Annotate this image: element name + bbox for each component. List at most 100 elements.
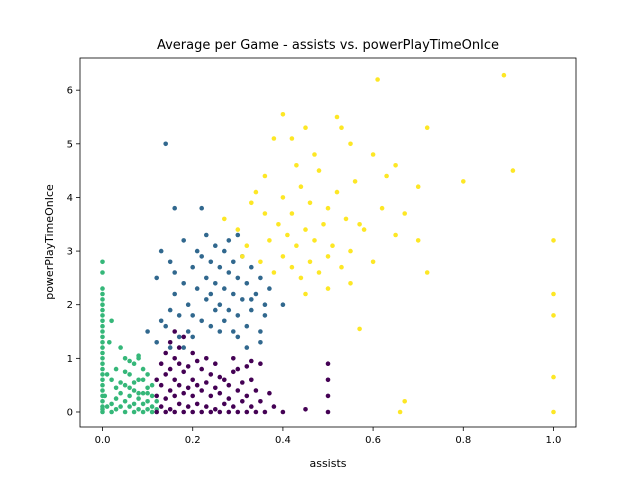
scatter-point	[361, 227, 367, 232]
scatter-point	[402, 399, 408, 404]
scatter-point	[424, 125, 430, 130]
scatter-point	[194, 248, 200, 254]
scatter-point	[253, 291, 259, 297]
scatter-point	[235, 232, 241, 238]
scatter-point	[204, 275, 209, 281]
scatter-point	[258, 329, 263, 334]
scatter-point	[208, 372, 214, 377]
scatter-point	[167, 340, 173, 345]
scatter-point	[258, 259, 263, 265]
scatter-point	[167, 307, 173, 313]
scatter-point	[213, 243, 218, 248]
scatter-point	[244, 323, 250, 329]
scatter-point	[140, 366, 146, 372]
scatter-point	[194, 382, 200, 388]
scatter-point	[131, 388, 137, 393]
scatter-point	[190, 409, 195, 415]
scatter-point	[204, 297, 209, 302]
scatter-point	[258, 340, 263, 345]
scatter-point	[172, 291, 177, 297]
scatter-point	[100, 340, 105, 345]
scatter-point	[163, 372, 168, 377]
scatter-point	[136, 396, 141, 401]
scatter-point	[379, 205, 385, 211]
scatter-point	[298, 184, 304, 189]
scatter-point	[208, 291, 214, 297]
scatter-point	[145, 329, 150, 334]
scatter-point	[118, 345, 123, 350]
scatter-point	[267, 238, 272, 243]
scatter-point	[249, 200, 254, 206]
scatter-point	[158, 318, 164, 324]
scatter-point	[262, 211, 268, 216]
scatter-point	[122, 369, 128, 375]
scatter-point	[172, 356, 177, 361]
scatter-point	[244, 345, 250, 350]
scatter-point	[172, 270, 177, 275]
scatter-point	[190, 334, 195, 340]
scatter-point	[100, 361, 105, 367]
y-tick-label: 1	[67, 354, 73, 365]
scatter-point	[109, 401, 114, 407]
scatter-point	[370, 259, 376, 265]
scatter-point	[357, 326, 362, 332]
scatter-point	[235, 313, 241, 318]
scatter-point	[100, 382, 105, 388]
scatter-point	[307, 200, 313, 206]
scatter-point	[204, 404, 209, 409]
scatter-point	[127, 393, 132, 399]
scatter-point	[231, 291, 236, 297]
scatter-point	[208, 409, 214, 415]
x-tick-label: 0.8	[455, 435, 471, 446]
scatter-point	[145, 385, 150, 391]
scatter-point	[551, 374, 556, 380]
scatter-point	[100, 286, 105, 291]
scatter-point	[231, 356, 236, 361]
scatter-point	[303, 227, 308, 232]
scatter-point	[185, 385, 191, 391]
scatter-point	[262, 313, 268, 318]
scatter-point	[280, 112, 286, 117]
scatter-point	[100, 323, 105, 329]
scatter-point	[145, 399, 150, 404]
scatter-point	[393, 163, 398, 168]
scatter-point	[204, 380, 209, 385]
scatter-point	[258, 399, 263, 404]
scatter-point	[158, 361, 164, 367]
scatter-point	[334, 114, 340, 120]
scatter-point	[118, 380, 123, 385]
scatter-point	[244, 409, 250, 415]
scatter-point	[213, 281, 218, 286]
scatter-point	[348, 281, 353, 286]
scatter-point	[181, 390, 186, 396]
scatter-point	[312, 152, 317, 157]
scatter-point	[303, 407, 308, 412]
scatter-point	[294, 163, 299, 168]
scatter-point	[231, 329, 236, 334]
scatter-point	[213, 307, 218, 313]
x-tick-label: 1.0	[546, 435, 562, 446]
scatter-point	[100, 270, 105, 275]
x-tick-label: 0.6	[365, 435, 381, 446]
scatter-point	[226, 270, 232, 275]
scatter-point	[316, 168, 322, 173]
scatter-point	[131, 409, 137, 415]
scatter-point	[339, 125, 344, 130]
scatter-point	[415, 184, 421, 189]
x-tick-label: 0.0	[95, 435, 111, 446]
scatter-point	[235, 227, 241, 232]
scatter-point	[199, 366, 204, 372]
scatter-point	[271, 136, 277, 141]
scatter-point	[136, 390, 141, 396]
scatter-point	[181, 345, 186, 350]
scatter-point	[276, 222, 281, 227]
scatter-point	[149, 404, 155, 409]
y-tick-label: 0	[67, 407, 73, 418]
scatter-point	[208, 259, 214, 265]
scatter-point	[253, 388, 259, 393]
scatter-point	[249, 297, 254, 302]
scatter-point	[194, 286, 200, 291]
scatter-point	[370, 152, 376, 157]
scatter-point	[109, 318, 114, 324]
scatter-point	[172, 409, 177, 415]
